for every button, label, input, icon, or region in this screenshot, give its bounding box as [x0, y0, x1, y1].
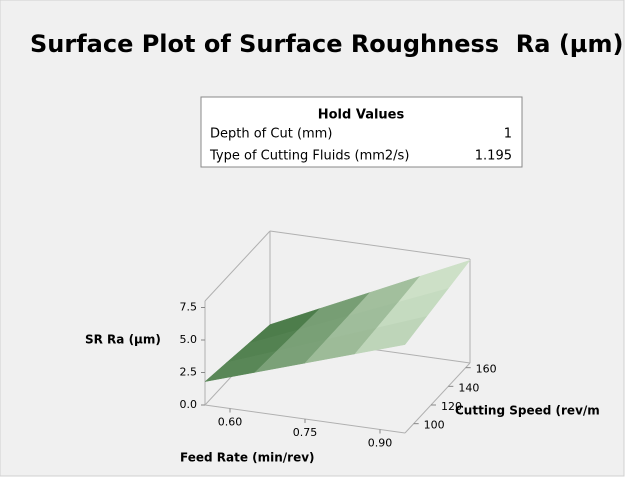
background: [0, 0, 625, 477]
hold-value: 1.195: [475, 149, 512, 164]
z-axis-label: SR Ra (µm): [85, 333, 161, 347]
x-tick-label: 0.75: [293, 426, 318, 439]
x-tick-label: 0.60: [218, 416, 243, 429]
z-tick-label: 2.5: [180, 366, 198, 379]
frame-line: [269, 230, 471, 260]
y-axis-label: Cutting Speed (rev/m: [455, 404, 600, 418]
hold-values-title: Hold Values: [318, 108, 405, 123]
x-axis-label: Feed Rate (min/rev): [180, 451, 315, 465]
z-tick-label: 5.0: [180, 333, 198, 346]
z-tick-label: 0.0: [180, 398, 198, 411]
frame-line: [404, 362, 471, 434]
y-tick-label: 160: [476, 363, 497, 376]
x-tick-label: 0.90: [368, 437, 393, 450]
chart-title: Surface Plot of Surface Roughness Ra (µm…: [30, 30, 623, 58]
hold-values-box: [200, 96, 523, 168]
plot-area: 0.0 2.5 5.0 7.5 0.60 0.75 0.90 100 120 140 160: [180, 230, 497, 450]
hold-label: Type of Cutting Fluids (mm2/s): [209, 149, 409, 164]
y-tick-label: 140: [458, 381, 479, 394]
z-tick-label: 7.5: [180, 301, 198, 314]
frame-line: [204, 230, 271, 302]
hold-value: 1: [504, 127, 512, 142]
y-tick-label: 120: [441, 400, 462, 413]
surface-patch: [354, 316, 428, 355]
y-tick-label: 100: [424, 419, 445, 432]
hold-label: Depth of Cut (mm): [210, 127, 332, 142]
